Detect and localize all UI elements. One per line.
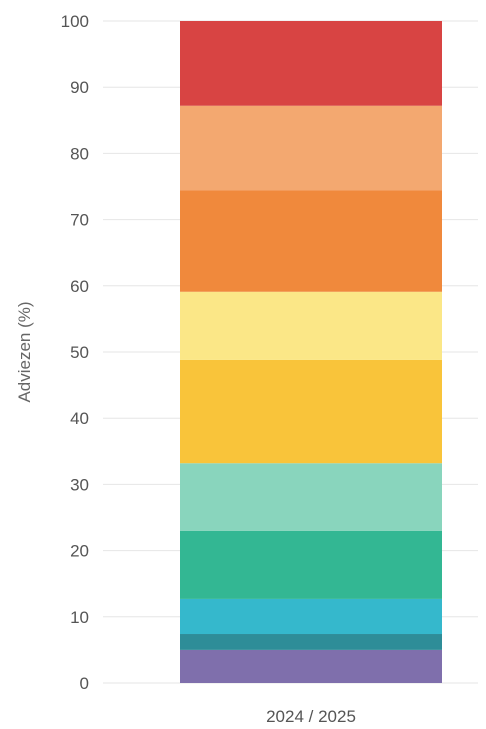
- bar-segment-7: [180, 291, 442, 360]
- y-tick-label: 0: [80, 674, 89, 693]
- y-tick-label: 100: [61, 12, 89, 31]
- bar-segment-6: [180, 359, 442, 464]
- y-tick-label: 70: [70, 211, 89, 230]
- y-axis-label: Adviezen (%): [15, 301, 34, 402]
- y-tick-label: 20: [70, 542, 89, 561]
- bar-segment-2: [180, 634, 442, 650]
- bar-segment-10: [180, 21, 442, 106]
- y-tick-label: 40: [70, 409, 89, 428]
- bar-segment-4: [180, 530, 442, 599]
- bar-segment-8: [180, 190, 442, 292]
- y-tick-label: 80: [70, 144, 89, 163]
- bar-segment-1: [180, 649, 442, 683]
- y-tick-label: 60: [70, 277, 89, 296]
- bar-segments: [180, 21, 442, 683]
- y-tick-label: 10: [70, 608, 89, 627]
- y-tick-label: 30: [70, 475, 89, 494]
- x-axis-ticks: 2024 / 2025: [266, 707, 356, 726]
- y-tick-label: 90: [70, 78, 89, 97]
- bar-segment-9: [180, 105, 442, 191]
- x-tick-label: 2024 / 2025: [266, 707, 356, 726]
- y-tick-label: 50: [70, 343, 89, 362]
- bar-segment-5: [180, 463, 442, 531]
- bar-segment-3: [180, 598, 442, 635]
- y-axis-ticks: 0 10 20 30 40 50 60 70 80 90 100: [61, 12, 89, 693]
